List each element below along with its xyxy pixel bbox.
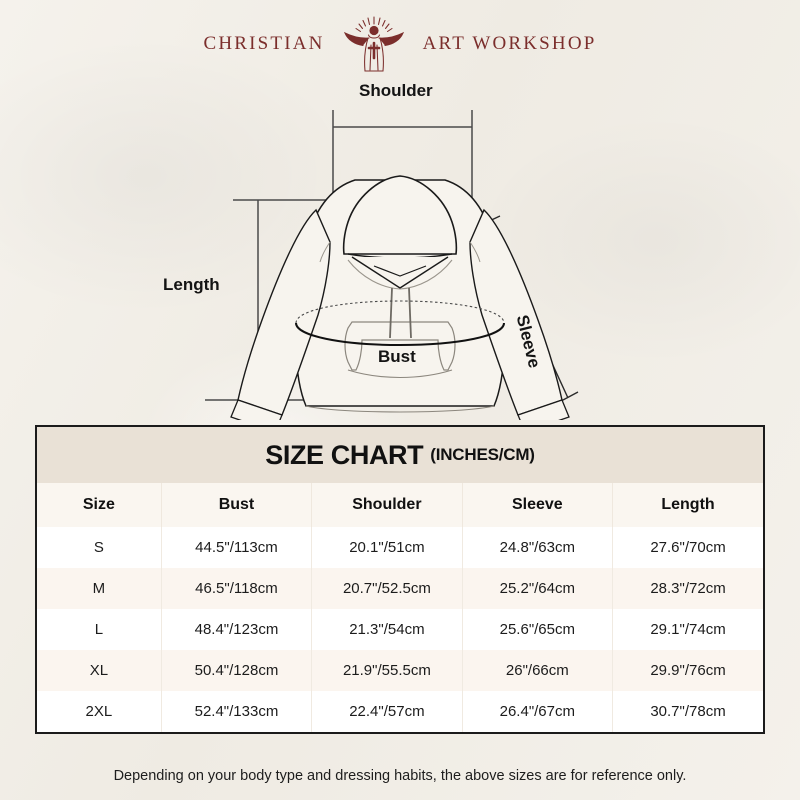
cell-size: S [37,527,162,568]
cell-shoulder: 20.7"/52.5cm [311,568,463,609]
cell-sleeve: 26"/66cm [462,650,614,691]
cell-bust: 50.4"/128cm [161,650,313,691]
size-chart-table: Size Bust Shoulder Sleeve Length S 44.5"… [37,483,763,732]
cell-sleeve: 25.2"/64cm [462,568,614,609]
bust-ellipse-front [295,322,505,347]
size-chart-table-container: SIZE CHART (INCHES/CM) Size Bust Shoulde… [35,425,765,734]
table-row: 2XL 52.4"/133cm 22.4"/57cm 26.4"/67cm 30… [37,691,763,732]
cell-bust: 44.5"/113cm [161,527,313,568]
right-armhole-seam [469,241,481,263]
cell-bust: 48.4"/123cm [161,609,313,650]
pocket-bottom-edge [347,369,453,378]
brand-name-left: CHRISTIAN [203,33,325,54]
cell-bust: 46.5"/118cm [161,568,313,609]
hoodie-hem-band [305,405,495,413]
cell-length: 30.7"/78cm [650,703,726,720]
table-row: XL 50.4"/128cm 21.9"/55.5cm 26"/66cm 29.… [37,650,763,691]
diagram-label-bust: Bust [378,347,416,366]
drawstring-right [408,287,412,339]
size-chart-units: (INCHES/CM) [430,445,535,464]
hoodie-kangaroo-pocket [344,321,456,371]
cell-shoulder: 20.1"/51cm [311,527,463,568]
table-row: M 46.5"/118cm 20.7"/52.5cm 25.2"/64cm 28… [37,568,763,609]
cell-sleeve: 26.4"/67cm [462,691,614,732]
cell-length: 27.6"/70cm [650,539,726,556]
hoodie-measurement-diagram: Shoulder Length Bust Sleeve [0,70,800,433]
cell-sleeve: 24.8"/63cm [462,527,614,568]
cell-shoulder: 22.4"/57cm [311,691,463,732]
neck-inner-line [373,265,427,277]
size-chart-title-bar: SIZE CHART (INCHES/CM) [37,427,763,483]
cell-size: 2XL [37,691,162,732]
table-row: S 44.5"/113cm 20.1"/51cm 24.8"/63cm 27.6… [37,527,763,568]
cell-size: M [37,568,162,609]
drawstring-left [389,287,393,339]
cell-bust: 52.4"/133cm [161,691,313,732]
diagram-label-length: Length [163,275,220,294]
hoodie-line-drawing [205,110,579,433]
cell-length: 28.3"/72cm [650,580,726,597]
table-header-row: Size Bust Shoulder Sleeve Length [37,483,763,527]
cell-shoulder: 21.3"/54cm [311,609,463,650]
hood-outer [342,175,458,255]
cell-sleeve: 25.6"/65cm [462,609,614,650]
size-chart-title: SIZE CHART [265,439,424,470]
cell-shoulder: 21.9"/55.5cm [311,650,463,691]
cell-length: 29.1"/74cm [650,621,726,638]
reference-disclaimer: Depending on your body type and dressing… [113,768,687,784]
hood-v-neck [351,256,449,289]
cell-length: 29.9"/76cm [650,662,726,679]
left-armhole-seam [319,241,331,263]
brand-name-right: ART WORKSHOP [422,33,597,54]
table-row: L 48.4"/123cm 21.3"/54cm 25.6"/65cm 29.1… [37,609,763,650]
cell-size: XL [37,650,162,691]
column-header-shoulder: Shoulder [311,483,463,527]
column-header-bust: Bust [161,483,313,527]
column-header-length: Length [661,496,715,513]
brand-header: CHRISTIAN [0,14,800,74]
column-header-size: Size [37,483,162,527]
neck-ribbing [347,259,453,290]
diagram-label-shoulder: Shoulder [359,81,433,100]
cell-size: L [37,609,162,650]
bust-ellipse-back [295,300,505,324]
christ-figure-logo [343,16,404,72]
column-header-sleeve: Sleeve [462,483,614,527]
